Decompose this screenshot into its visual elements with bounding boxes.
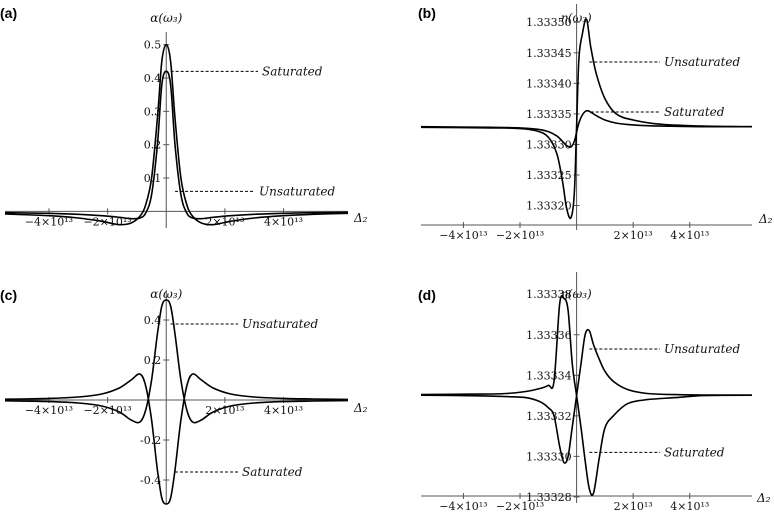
x-tick-label: −4×10¹³ bbox=[25, 215, 73, 228]
y-tick-label: 1.33325 bbox=[526, 169, 572, 182]
panel-b: (b) η(ω₃)Δ₂−4×10¹³ −2×10¹³ 2×10¹³ 4×10¹³1.33… bbox=[418, 4, 773, 242]
x-tick-label: −2×10¹³ bbox=[83, 404, 131, 417]
y-tick-label: -0.4 bbox=[140, 474, 161, 487]
y-tick-label: 1.33332 bbox=[526, 410, 572, 423]
y-tick-label: 0.5 bbox=[144, 39, 162, 52]
series-line-1 bbox=[420, 18, 753, 220]
y-tick-label: 1.33330 bbox=[526, 450, 572, 463]
panel-c: (c) α(ω₃) Δ₂ −4×10¹³ −2×10¹³ 2×10¹³ 4×10¹³ -0.4… bbox=[0, 287, 368, 505]
x-tick-label: −4×10¹³ bbox=[439, 229, 487, 242]
panel-label: (d) bbox=[418, 287, 436, 303]
y-axis-label: α(ω₃) bbox=[150, 287, 182, 301]
y-tick-label: 0.2 bbox=[144, 354, 162, 367]
series-line-2 bbox=[420, 328, 753, 464]
annotation-label: Saturated bbox=[664, 445, 725, 459]
y-tick-label: 1.33345 bbox=[526, 47, 572, 60]
y-tick-label: 1.33335 bbox=[526, 108, 572, 121]
x-axis-label: Δ₂ bbox=[756, 491, 771, 505]
series-line-1 bbox=[420, 294, 753, 497]
y-tick-label: 0.1 bbox=[144, 172, 162, 185]
x-tick-label: −4×10¹³ bbox=[439, 500, 487, 513]
annotation-label: Saturated bbox=[262, 64, 323, 78]
y-tick-label: 0.4 bbox=[144, 314, 162, 327]
series-line-2 bbox=[4, 373, 349, 505]
y-tick-label: 1.33340 bbox=[526, 77, 572, 90]
panel-label: (c) bbox=[0, 287, 17, 303]
annotation-label: Saturated bbox=[242, 465, 303, 479]
x-axis-label: Δ₂ bbox=[353, 211, 368, 225]
y-tick-label: 0.4 bbox=[144, 72, 162, 85]
x-tick-label: 2×10¹³ bbox=[614, 500, 653, 513]
y-tick-label: 1.33330 bbox=[526, 138, 572, 151]
y-tick-label: -0.2 bbox=[140, 434, 161, 447]
panel-label: (b) bbox=[418, 5, 436, 21]
panel-label: (a) bbox=[0, 5, 17, 21]
x-tick-label: 4×10¹³ bbox=[264, 215, 303, 228]
annotation-label: Unsaturated bbox=[664, 55, 741, 69]
annotation-label: Unsaturated bbox=[259, 184, 336, 198]
annotation-label: Unsaturated bbox=[664, 342, 741, 356]
x-tick-label: −2×10¹³ bbox=[496, 500, 544, 513]
x-tick-label: −4×10¹³ bbox=[25, 404, 73, 417]
x-tick-label: 4×10¹³ bbox=[670, 229, 709, 242]
y-tick-label: 1.33320 bbox=[526, 200, 572, 213]
series-line-1 bbox=[4, 299, 349, 424]
series-line-2 bbox=[4, 43, 349, 226]
y-tick-label: 1.33350 bbox=[526, 16, 572, 29]
y-tick-label: 0.2 bbox=[144, 139, 162, 152]
x-axis-label: Δ₂ bbox=[353, 401, 368, 415]
x-tick-label: 2×10¹³ bbox=[614, 229, 653, 242]
panel-d: (d) η(ω₃)Δ₂−4×10¹³ −2×10¹³ 2×10¹³ 4×10¹³1.33… bbox=[418, 272, 771, 513]
series-line-1 bbox=[4, 70, 349, 220]
annotation-label: Saturated bbox=[664, 105, 725, 119]
annotation-label: Unsaturated bbox=[242, 317, 319, 331]
x-tick-label: 2×10¹³ bbox=[205, 404, 244, 417]
x-tick-label: 4×10¹³ bbox=[670, 500, 709, 513]
series-line-2 bbox=[420, 109, 753, 148]
x-axis-label: Δ₂ bbox=[758, 212, 773, 226]
y-axis-label: α(ω₃) bbox=[150, 11, 182, 25]
x-tick-label: −2×10¹³ bbox=[496, 229, 544, 242]
x-tick-label: 4×10¹³ bbox=[264, 404, 303, 417]
panel-a: (a) α(ω₃)Δ₂−4×10¹³ −2×10¹³ 2×10¹³ 4×10¹³0.10… bbox=[0, 5, 368, 228]
y-tick-label: 1.33328 bbox=[526, 491, 572, 504]
y-tick-label: 1.33334 bbox=[526, 369, 572, 382]
y-tick-label: 1.33336 bbox=[526, 329, 572, 342]
